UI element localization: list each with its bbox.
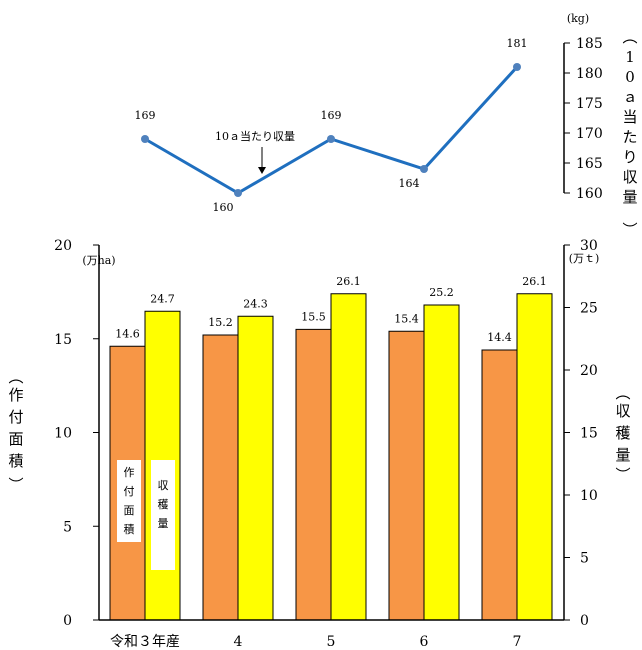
x-tick-labels: 令和３年産 4 5 6 7 bbox=[110, 634, 521, 650]
left-axis-label: 作付面積 bbox=[8, 386, 23, 470]
left-axis-close-paren: ︶ bbox=[8, 476, 23, 494]
right-tick-label: 20 bbox=[580, 363, 598, 379]
bar-harvest bbox=[330, 293, 367, 621]
right-tick-label: 30 bbox=[580, 238, 598, 254]
left-tick-label: 15 bbox=[54, 332, 72, 348]
line-point bbox=[513, 63, 521, 71]
bar-harvest bbox=[423, 304, 460, 621]
line-y-tick-label: 175 bbox=[576, 96, 603, 112]
line-data-label: 160 bbox=[213, 201, 234, 214]
yield-line bbox=[144, 65, 519, 195]
right-y-ticks: 0 5 10 15 20 25 30 bbox=[564, 238, 598, 629]
line-y-tick-label: 170 bbox=[576, 126, 603, 142]
right-axis-label: 収穫量 bbox=[615, 402, 630, 464]
bar-area-label: 14.4 bbox=[487, 331, 512, 344]
legend-harvest-label: 収穫量 bbox=[158, 479, 169, 530]
left-axis-unit: (万ha) bbox=[82, 254, 115, 267]
x-tick-label: 令和３年産 bbox=[110, 634, 180, 650]
right-tick-label: 25 bbox=[580, 301, 598, 317]
line-unit-label: (kg) bbox=[567, 12, 589, 25]
line-y-tick-label: 165 bbox=[576, 156, 603, 172]
left-tick-label: 20 bbox=[54, 238, 72, 254]
right-tick-label: 0 bbox=[580, 613, 589, 629]
line-ylabel-open-paren: ︵ bbox=[622, 28, 637, 46]
line-ylabel-close-paren: ︶ bbox=[622, 221, 637, 239]
x-tick-label: 5 bbox=[327, 634, 336, 650]
bar-area bbox=[388, 330, 425, 621]
right-axis-title: ︵ 収穫量 ︶ bbox=[615, 384, 630, 484]
legend: 作付面積 収穫量 bbox=[117, 460, 175, 570]
right-tick-label: 10 bbox=[580, 488, 598, 504]
bar-harvest-label: 26.1 bbox=[522, 275, 547, 288]
bar-area-label: 15.4 bbox=[394, 312, 419, 325]
right-axis-unit: (万ｔ) bbox=[569, 252, 600, 265]
line-y-tick-label: 160 bbox=[576, 186, 603, 202]
right-axis-close-paren: ︶ bbox=[615, 466, 630, 484]
legend-harvest-box bbox=[151, 460, 175, 570]
line-data-label: 181 bbox=[507, 37, 528, 50]
line-data-label: 169 bbox=[135, 109, 156, 122]
left-axis-open-paren: ︵ bbox=[8, 368, 23, 386]
x-tick-label: 6 bbox=[420, 634, 429, 650]
bar-area-label: 15.2 bbox=[208, 316, 233, 329]
line-point bbox=[420, 165, 428, 173]
bar-area-label: 15.5 bbox=[301, 310, 326, 323]
bar-area bbox=[202, 334, 239, 621]
bar-chart: 14.6 24.7 15.2 24.3 15.5 26.1 15.4 25.2 14.4 26.1… bbox=[8, 238, 630, 650]
bar-area-label: 14.6 bbox=[115, 327, 140, 340]
right-tick-label: 5 bbox=[580, 551, 589, 567]
bar-harvest-label: 26.1 bbox=[336, 275, 361, 288]
line-point bbox=[327, 135, 335, 143]
line-y-tick-label: 185 bbox=[576, 36, 603, 52]
line-point bbox=[141, 135, 149, 143]
x-tick-label: 4 bbox=[234, 634, 243, 650]
bar-harvest bbox=[516, 293, 553, 621]
left-axis-title: ︵ 作付面積 ︶ bbox=[8, 368, 23, 494]
line-y-axis-title: ︵ 1 0 ａ当たり収量 ︶ bbox=[622, 28, 637, 239]
annotation-text: 10ａ当たり収量 bbox=[215, 129, 295, 143]
line-annotation: 10ａ当たり収量 bbox=[215, 129, 295, 174]
line-points: 169 160 169 164 181 bbox=[135, 37, 528, 214]
line-data-label: 164 bbox=[399, 177, 420, 190]
left-tick-label: 0 bbox=[63, 613, 72, 629]
bar-harvest-label: 24.3 bbox=[243, 297, 268, 310]
left-y-ticks: 0 5 10 15 20 bbox=[54, 238, 99, 629]
bar-area bbox=[481, 349, 518, 621]
line-ylabel: 1 0 ａ当たり収量 bbox=[622, 48, 637, 206]
bar-harvest-label: 25.2 bbox=[429, 286, 454, 299]
line-data-label: 169 bbox=[321, 109, 342, 122]
annotation-arrow-head bbox=[258, 167, 266, 174]
left-tick-label: 10 bbox=[54, 426, 72, 442]
bar-harvest bbox=[237, 315, 274, 621]
right-tick-label: 15 bbox=[580, 426, 598, 442]
line-point bbox=[234, 189, 242, 197]
line-chart: (kg) 160 165 170 175 180 185 ︵ 1 0 ａ当たり収量 ︶ 169… bbox=[135, 12, 638, 239]
line-y-ticks: 160 165 170 175 180 185 bbox=[564, 36, 603, 202]
line-y-tick-label: 180 bbox=[576, 66, 603, 82]
x-tick-label: 7 bbox=[513, 634, 522, 650]
bar-area bbox=[295, 328, 332, 621]
legend-area-label: 作付面積 bbox=[124, 466, 135, 536]
bar-harvest-label: 24.7 bbox=[150, 292, 175, 305]
bars: 14.6 24.7 15.2 24.3 15.5 26.1 15.4 25.2 14.4 26.1 bbox=[109, 275, 553, 621]
legend-area-box bbox=[117, 460, 141, 542]
left-tick-label: 5 bbox=[63, 519, 72, 535]
right-axis-open-paren: ︵ bbox=[615, 384, 630, 402]
